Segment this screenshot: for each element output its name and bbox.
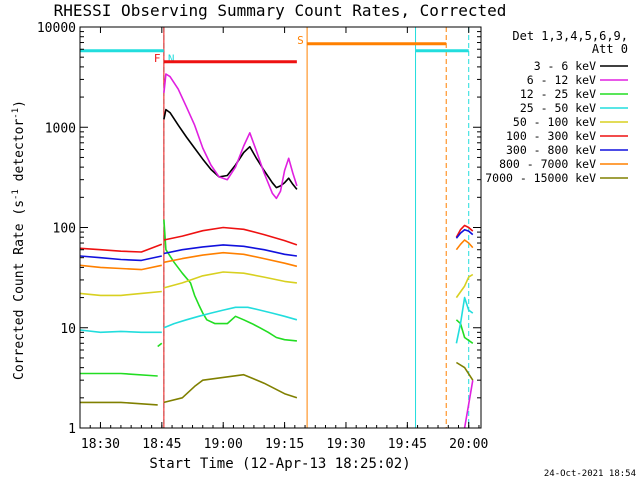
flag-label-n: N: [168, 53, 175, 66]
series-line-6-12-kev: [163, 73, 298, 200]
time-markers: [79, 27, 470, 428]
series-line-25-50-kev: [80, 329, 162, 334]
series-line-6-12-kev: [463, 380, 474, 428]
series-line-12-25-kev: [80, 372, 158, 377]
legend-label-12-25-kev: 12 - 25 keV: [520, 87, 596, 101]
x-axis-label: Start Time (12-Apr-13 18:25:02): [149, 456, 410, 472]
series-line-100-300-kev: [163, 226, 298, 246]
series-line-800-7000-kev: [80, 264, 162, 271]
series-line-50-100-kev: [163, 271, 297, 289]
series-line-12-25-kev: [157, 342, 163, 348]
series-line-7000-15000-kev: [80, 401, 158, 406]
series-line-50-100-kev: [80, 290, 162, 297]
y-tick-label: 1000: [45, 121, 76, 136]
series-line-12-25-kev: [163, 219, 297, 342]
x-tick-label: 19:30: [326, 437, 365, 452]
legend-header-attenuator: Att 0: [592, 42, 628, 56]
y-tick-label: 10: [60, 322, 76, 337]
legend-label-3-6-kev: 3 - 6 keV: [534, 59, 596, 73]
series-lines: [80, 73, 474, 428]
legend-header-detectors: Det 1,3,4,5,6,9,: [512, 29, 628, 43]
flag-bars: NF S: [80, 34, 469, 66]
x-tick-label: 20:00: [449, 437, 488, 452]
legend-label-100-300-kev: 100 - 300 keV: [506, 129, 596, 143]
legend-label-50-100-kev: 50 - 100 keV: [513, 115, 596, 129]
plot-area-frame: [79, 26, 482, 429]
legend-label-300-800-kev: 300 - 800 keV: [506, 143, 596, 157]
series-line-800-7000-kev: [455, 239, 474, 251]
series-line-50-100-kev: [455, 273, 474, 299]
legend-label-7000-15000-kev: 7000 - 15000 keV: [485, 171, 596, 185]
y-axis-label: Corrected Count Rate (s-1 detector-1): [11, 100, 27, 380]
series-line-25-50-kev: [163, 306, 298, 329]
series-line-25-50-kev: [455, 296, 474, 344]
flag-label-f: F: [154, 52, 161, 65]
x-tick-label: 19:45: [388, 437, 427, 452]
series-line-7000-15000-kev: [163, 373, 298, 404]
x-axis-ticks: 18:30 18:45 19:00 19:15 19:30 19:45 20:00: [79, 27, 488, 452]
series-line-100-300-kev: [80, 243, 163, 253]
x-tick-label: 18:45: [142, 437, 181, 452]
y-tick-label: 100: [53, 222, 76, 237]
series-line-7000-15000-kev: [455, 361, 474, 381]
series-line-300-800-kev: [455, 228, 474, 239]
legend-label-6-12-kev: 6 - 12 keV: [527, 73, 596, 87]
legend-label-800-7000-kev: 800 - 7000 keV: [499, 157, 596, 171]
series-line-3-6-kev: [163, 108, 298, 190]
y-tick-label: 1: [68, 422, 76, 437]
y-tick-label: 10000: [37, 21, 76, 36]
legend-label-25-50-kev: 25 - 50 keV: [520, 101, 596, 115]
series-line-12-25-kev: [455, 319, 474, 344]
y-axis-ticks: 1 10 100 1000 10000: [37, 21, 481, 437]
series-line-300-800-kev: [163, 244, 298, 257]
flag-label-s: S: [297, 34, 304, 47]
footer-timestamp: 24-Oct-2021 18:54: [544, 469, 636, 479]
chart-title: RHESSI Observing Summary Count Rates, Co…: [54, 1, 507, 20]
x-tick-label: 19:15: [265, 437, 304, 452]
x-tick-label: 18:30: [81, 437, 120, 452]
series-line-300-800-kev: [80, 255, 162, 262]
series-line-800-7000-kev: [163, 251, 298, 268]
x-tick-label: 19:00: [204, 437, 243, 452]
series-line-100-300-kev: [455, 224, 474, 238]
